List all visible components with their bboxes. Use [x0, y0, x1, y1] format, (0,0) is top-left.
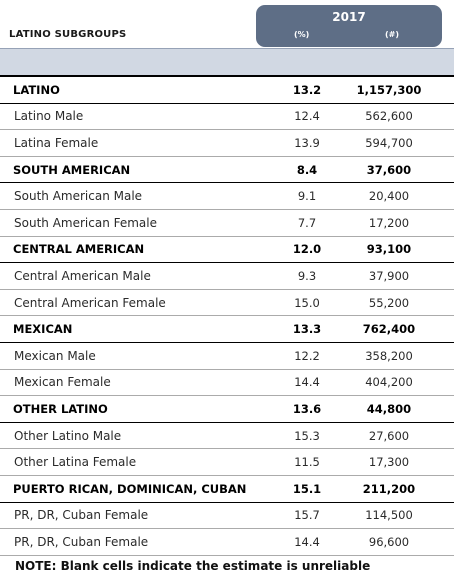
percent-column-header: (%) [294, 30, 310, 39]
table-row: Other Latina Female 11.5 17,300 [0, 449, 454, 476]
count-value: 211,200 [362, 481, 416, 496]
table-row: PR, DR, Cuban Female 14.4 96,600 [0, 529, 454, 556]
percent-value: 12.4 [294, 109, 320, 124]
subgroup-label: MEXICAN [13, 322, 73, 337]
subgroup-label: Mexican Female [14, 375, 111, 390]
subgroup-label: PR, DR, Cuban Female [14, 534, 149, 549]
count-column-header: (#) [385, 30, 400, 39]
count-value: 37,600 [366, 162, 412, 177]
percent-value: 13.2 [292, 82, 322, 97]
subgroup-label: South American Female [14, 215, 157, 230]
subgroup-label: PR, DR, Cuban Female [14, 508, 149, 523]
percent-value: 7.7 [297, 215, 317, 230]
count-value: 562,600 [365, 109, 413, 124]
subgroup-label: LATINO [13, 82, 60, 97]
data-table: LATINO 13.2 1,157,300 Latino Male 12.4 562,60… [0, 75, 454, 556]
count-value: 594,700 [365, 135, 413, 150]
count-value: 44,800 [366, 401, 412, 416]
table-row: Latino Male 12.4 562,600 [0, 104, 454, 131]
count-value: 17,300 [368, 455, 410, 470]
subgroup-label: Central American Female [14, 295, 166, 310]
subgroup-label: Latino Male [14, 109, 84, 124]
subgroup-label: SOUTH AMERICAN [13, 162, 131, 177]
count-value: 93,100 [366, 242, 412, 257]
group-row: CENTRAL AMERICAN 12.0 93,100 [0, 237, 454, 264]
table-row: Central American Female 15.0 55,200 [0, 290, 454, 317]
percent-value: 11.5 [294, 455, 320, 470]
subgroup-label: South American Male [14, 189, 143, 204]
percent-value: 13.3 [292, 322, 322, 337]
count-value: 762,400 [362, 322, 416, 337]
percent-value: 13.6 [292, 401, 322, 416]
table-header: LATINO SUBGROUPS 2017 (%) (#) [0, 0, 454, 48]
table-row: South American Male 9.1 20,400 [0, 183, 454, 210]
percent-value: 14.4 [294, 375, 320, 390]
table-row: Latina Female 13.9 594,700 [0, 130, 454, 157]
table-row: Mexican Female 14.4 404,200 [0, 370, 454, 397]
subgroup-label: Latina Female [14, 135, 99, 150]
year-label: 2017 [332, 10, 366, 24]
table-row: Mexican Male 12.2 358,200 [0, 343, 454, 370]
percent-value: 15.1 [292, 481, 322, 496]
subgroup-label: PUERTO RICAN, DOMINICAN, CUBAN [13, 481, 247, 496]
group-row: SOUTH AMERICAN 8.4 37,600 [0, 157, 454, 184]
footnote: NOTE: Blank cells indicate the estimate … [15, 559, 371, 573]
count-value: 20,400 [368, 189, 410, 204]
count-value: 27,600 [368, 428, 410, 443]
table-row: South American Female 7.7 17,200 [0, 210, 454, 237]
count-value: 1,157,300 [356, 82, 422, 97]
count-value: 37,900 [368, 268, 410, 283]
percent-value: 14.4 [294, 534, 320, 549]
percent-value: 9.3 [297, 268, 317, 283]
percent-value: 8.4 [296, 162, 318, 177]
percent-value: 12.2 [294, 348, 320, 363]
percent-value: 9.1 [297, 189, 317, 204]
count-value: 114,500 [365, 508, 413, 523]
percent-value: 15.7 [294, 508, 320, 523]
count-value: 17,200 [368, 215, 410, 230]
percent-value: 15.0 [294, 295, 320, 310]
header-band [0, 48, 454, 75]
subgroup-label: Mexican Male [14, 348, 96, 363]
subgroup-label: Other Latina Female [14, 455, 137, 470]
count-value: 404,200 [365, 375, 413, 390]
percent-value: 12.0 [292, 242, 322, 257]
group-row: PUERTO RICAN, DOMINICAN, CUBAN 15.1 211,20… [0, 476, 454, 503]
count-value: 358,200 [365, 348, 413, 363]
subgroup-label: CENTRAL AMERICAN [13, 242, 145, 257]
group-row: OTHER LATINO 13.6 44,800 [0, 396, 454, 423]
group-row: MEXICAN 13.3 762,400 [0, 316, 454, 343]
table-row: Central American Male 9.3 37,900 [0, 263, 454, 290]
group-row: LATINO 13.2 1,157,300 [0, 77, 454, 104]
count-value: 55,200 [368, 295, 410, 310]
percent-value: 15.3 [294, 428, 320, 443]
subgroup-label: Central American Male [14, 268, 151, 283]
table-row: PR, DR, Cuban Female 15.7 114,500 [0, 503, 454, 530]
count-value: 96,600 [368, 534, 410, 549]
subgroup-label: Other Latino Male [14, 428, 122, 443]
subgroups-column-header: LATINO SUBGROUPS [9, 29, 127, 40]
percent-value: 13.9 [294, 135, 320, 150]
table-row: Other Latino Male 15.3 27,600 [0, 423, 454, 450]
year-header-tab: 2017 (%) (#) [256, 5, 442, 47]
subgroup-label: OTHER LATINO [13, 401, 108, 416]
